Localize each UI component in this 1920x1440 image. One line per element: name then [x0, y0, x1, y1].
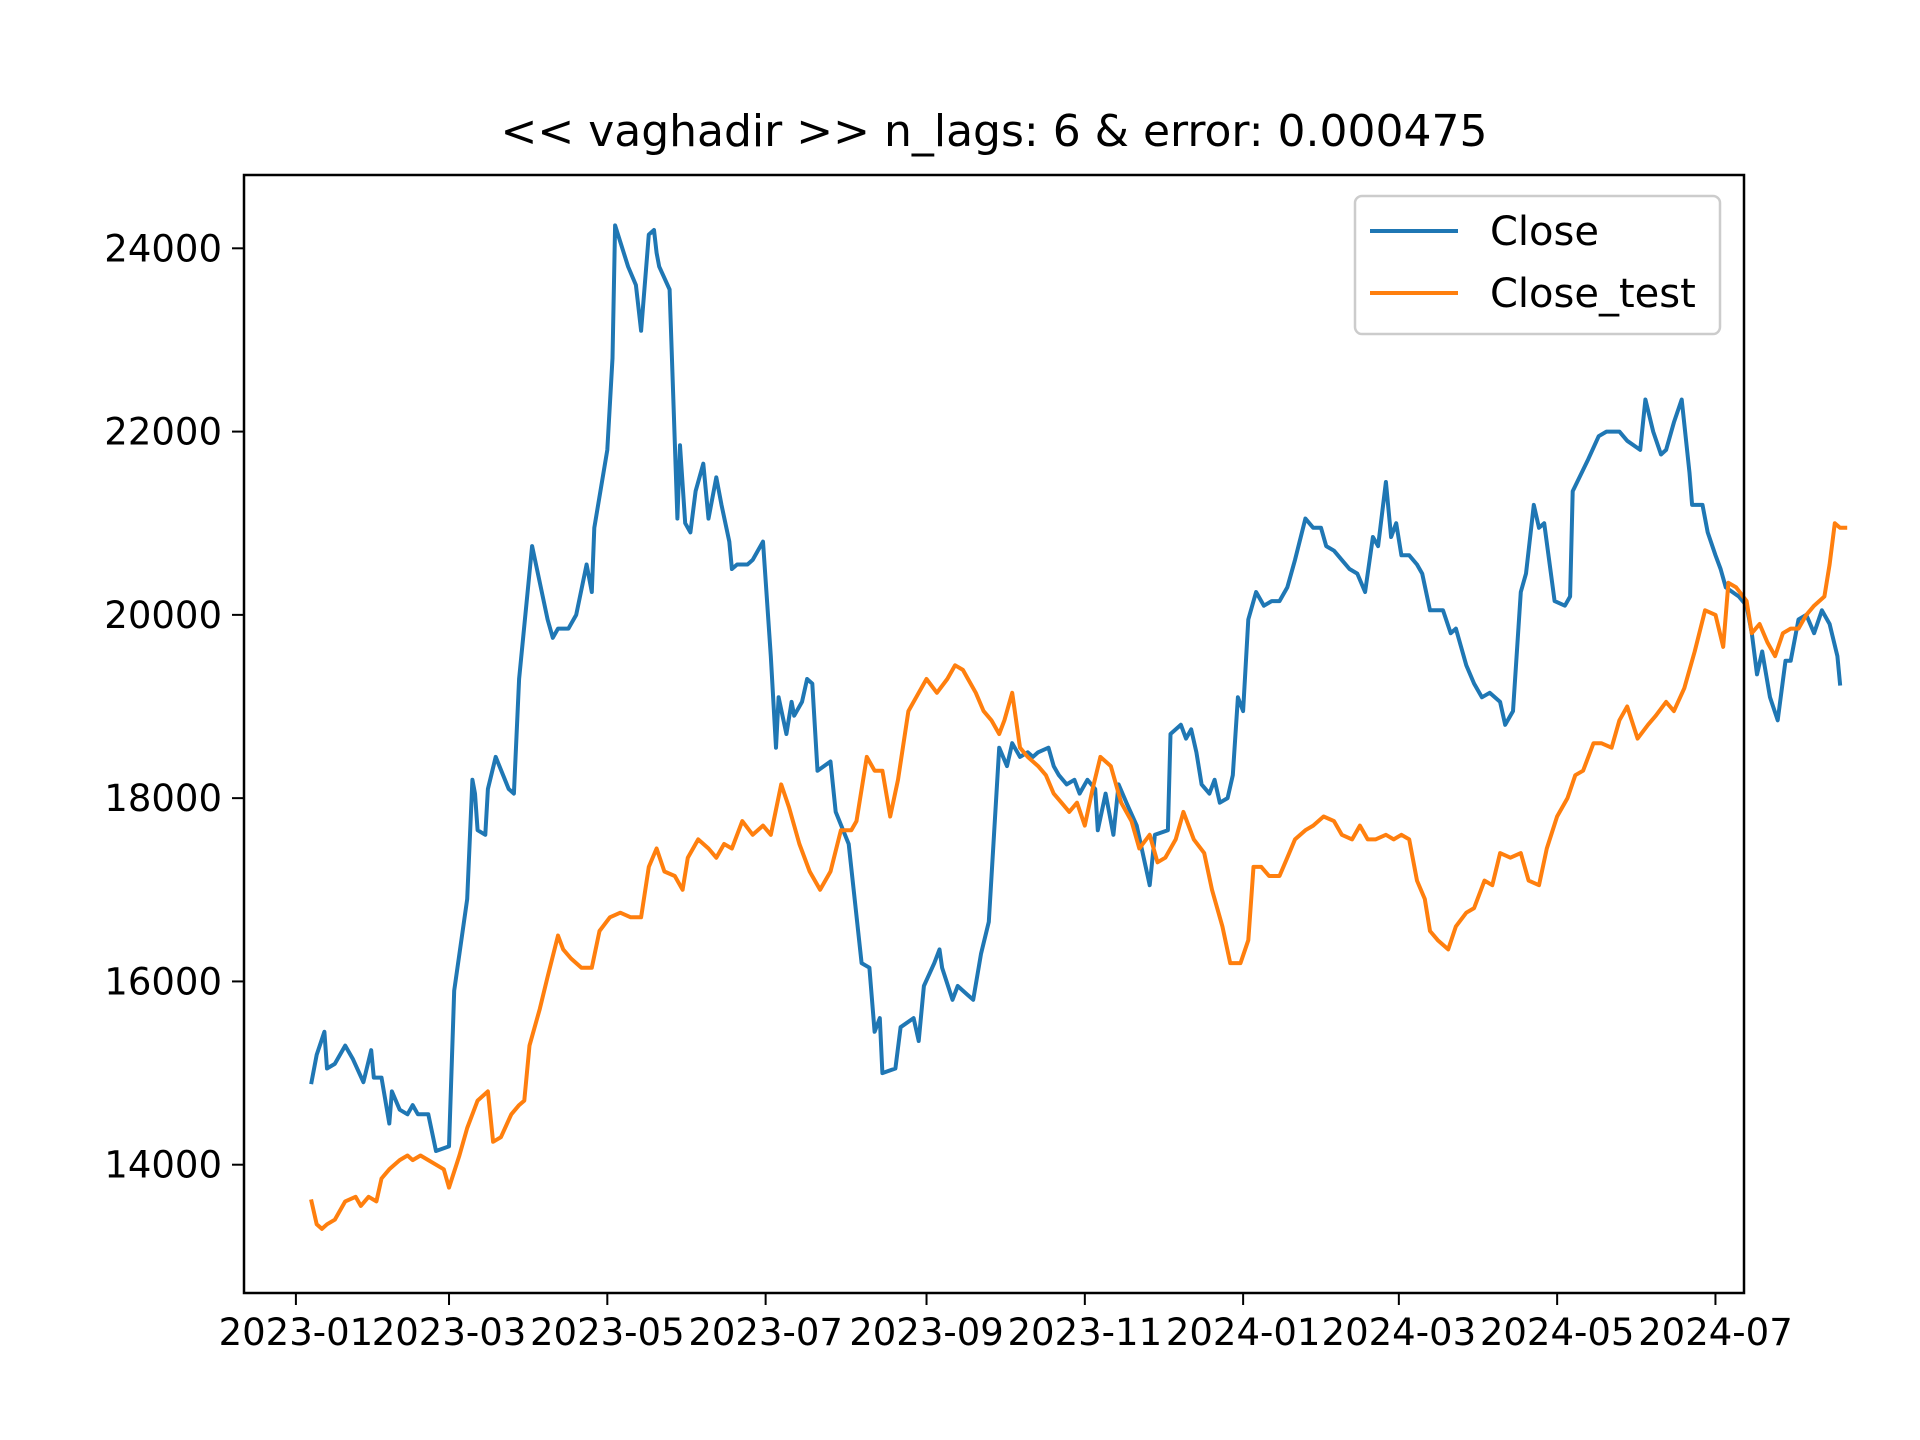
legend-label-close: Close — [1490, 209, 1599, 255]
series-line-close — [309, 223, 1843, 1153]
y-axis: 14000 16000 18000 20000 22000 24000 — [104, 227, 244, 1187]
x-tick-label: 2023-09 — [849, 1311, 1004, 1354]
legend-label-close-test: Close_test — [1490, 271, 1696, 317]
y-tick-label: 14000 — [104, 1144, 222, 1187]
x-tick-label: 2023-05 — [530, 1311, 685, 1354]
x-tick-label: 2023-01 — [219, 1311, 374, 1354]
legend: Close Close_test — [1353, 194, 1722, 336]
y-tick-label: 24000 — [104, 227, 222, 270]
y-tick-label: 22000 — [104, 411, 222, 454]
y-tick-label: 16000 — [104, 960, 222, 1003]
x-tick-label: 2024-01 — [1166, 1311, 1321, 1354]
plot-frame — [242, 173, 1746, 1295]
x-tick-label: 2024-05 — [1480, 1311, 1635, 1354]
x-tick-label: 2024-07 — [1638, 1311, 1793, 1354]
y-tick-label: 18000 — [104, 777, 222, 820]
chart-title: << vaghadir >> n_lags: 6 & error: 0.0004… — [501, 106, 1488, 157]
x-tick-label: 2024-03 — [1322, 1311, 1477, 1354]
plot-area — [244, 175, 1744, 1293]
series-line-close-test — [309, 521, 1848, 1231]
x-tick-label: 2023-07 — [688, 1311, 843, 1354]
series-layer — [309, 223, 1848, 1231]
x-tick-label: 2023-03 — [372, 1311, 527, 1354]
x-tick-label: 2023-11 — [1008, 1311, 1163, 1354]
y-tick-label: 20000 — [104, 594, 222, 637]
